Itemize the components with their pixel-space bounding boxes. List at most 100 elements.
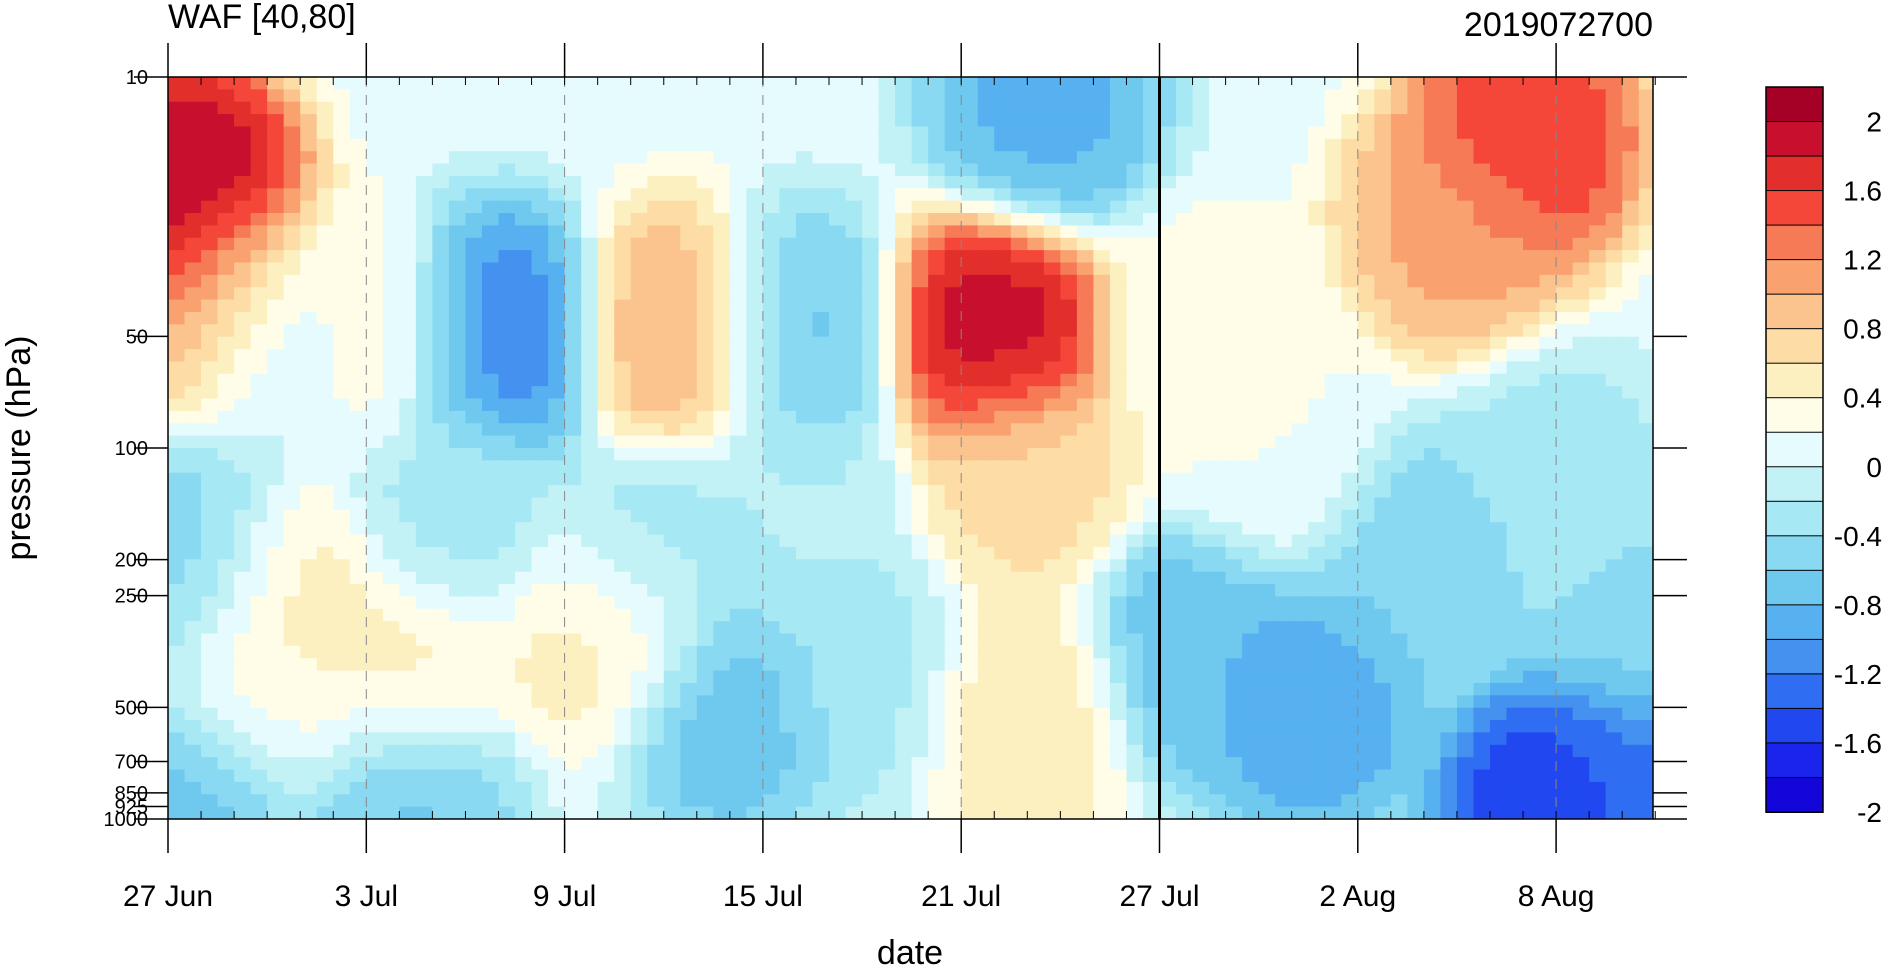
- field-cell: [333, 287, 351, 301]
- field-cell: [961, 138, 979, 152]
- field-cell: [201, 151, 219, 165]
- field-cell: [1374, 101, 1392, 115]
- field-cell: [829, 213, 847, 226]
- field-cell: [1209, 114, 1227, 128]
- field-cell: [1060, 707, 1078, 721]
- field-cell: [647, 151, 665, 165]
- field-cell: [762, 621, 781, 635]
- field-cell: [1556, 114, 1574, 128]
- field-cell: [581, 497, 599, 511]
- field-cell: [349, 485, 367, 499]
- field-cell: [1043, 744, 1061, 758]
- field-cell: [1440, 435, 1458, 449]
- field-cell: [911, 213, 929, 226]
- field-cell: [1539, 114, 1557, 128]
- field-cell: [581, 571, 599, 585]
- field-cell: [1308, 584, 1326, 597]
- field-cell: [1423, 373, 1442, 387]
- field-cell: [862, 670, 880, 684]
- field-cell: [1341, 114, 1359, 128]
- field-cell: [1043, 386, 1061, 400]
- field-cell: [1473, 163, 1491, 177]
- field-cell: [1407, 695, 1425, 709]
- field-cell: [217, 299, 235, 313]
- field-cell: [1093, 361, 1111, 375]
- field-cell: [548, 274, 566, 288]
- field-cell: [878, 225, 896, 239]
- field-cell: [1027, 645, 1045, 659]
- field-cell: [729, 435, 747, 449]
- field-cell: [1324, 410, 1342, 424]
- field-cell: [597, 138, 615, 152]
- field-cell: [647, 497, 665, 511]
- field-cell: [515, 658, 533, 672]
- field-cell: [961, 274, 979, 288]
- field-cell: [481, 423, 500, 437]
- field-cell: [1456, 423, 1475, 437]
- field-cell: [1605, 138, 1623, 152]
- field-cell: [581, 213, 599, 226]
- field-cell: [630, 744, 648, 758]
- field-cell: [696, 398, 714, 412]
- field-cell: [1043, 262, 1061, 276]
- field-cell: [1440, 398, 1458, 412]
- field-cell: [432, 472, 450, 486]
- field-cell: [1209, 287, 1227, 301]
- field-cell: [1490, 596, 1508, 610]
- field-cell: [168, 237, 186, 251]
- field-cell: [1126, 596, 1144, 610]
- field-cell: [515, 621, 533, 635]
- field-cell: [1506, 559, 1524, 573]
- field-cell: [1093, 349, 1111, 363]
- field-cell: [1258, 287, 1276, 301]
- field-cell: [845, 633, 863, 647]
- field-cell: [415, 534, 434, 548]
- field-cell: [1209, 435, 1227, 449]
- field-cell: [1010, 163, 1028, 177]
- field-cell: [415, 361, 434, 375]
- field-cell: [994, 621, 1012, 635]
- field-cell: [1060, 472, 1078, 486]
- field-cell: [878, 744, 896, 758]
- field-cell: [1324, 645, 1342, 659]
- field-cell: [432, 225, 450, 239]
- field-cell: [1523, 349, 1541, 363]
- field-cell: [1473, 559, 1491, 573]
- field-cell: [333, 757, 351, 771]
- field-cell: [862, 448, 880, 461]
- field-cell: [333, 349, 351, 363]
- field-cell: [1605, 163, 1623, 177]
- field-cell: [168, 262, 186, 276]
- field-cell: [1275, 373, 1293, 387]
- field-cell: [1374, 250, 1392, 264]
- field-cell: [1407, 274, 1425, 288]
- field-cell: [1291, 311, 1309, 325]
- field-cell: [465, 163, 483, 177]
- field-cell: [432, 509, 450, 523]
- field-cell: [1010, 448, 1028, 461]
- field-cell: [1225, 398, 1243, 412]
- field-cell: [283, 682, 301, 696]
- field-cell: [415, 188, 434, 202]
- field-cell: [1275, 720, 1293, 734]
- field-cell: [762, 349, 781, 363]
- field-cell: [1291, 559, 1309, 573]
- field-cell: [729, 262, 747, 276]
- field-cell: [961, 682, 979, 696]
- field-cell: [1308, 274, 1326, 288]
- field-cell: [1374, 299, 1392, 313]
- field-cell: [581, 460, 599, 474]
- field-cell: [1473, 349, 1491, 363]
- field-cell: [498, 472, 516, 486]
- field-cell: [283, 695, 301, 709]
- field-cell: [1390, 584, 1408, 597]
- field-cell: [680, 386, 698, 400]
- field-cell: [845, 410, 863, 424]
- field-cell: [1126, 546, 1144, 560]
- field-cell: [1109, 670, 1128, 684]
- field-cell: [531, 386, 549, 400]
- field-cell: [1225, 633, 1243, 647]
- field-cell: [1374, 645, 1392, 659]
- field-cell: [614, 645, 632, 659]
- field-cell: [961, 361, 979, 375]
